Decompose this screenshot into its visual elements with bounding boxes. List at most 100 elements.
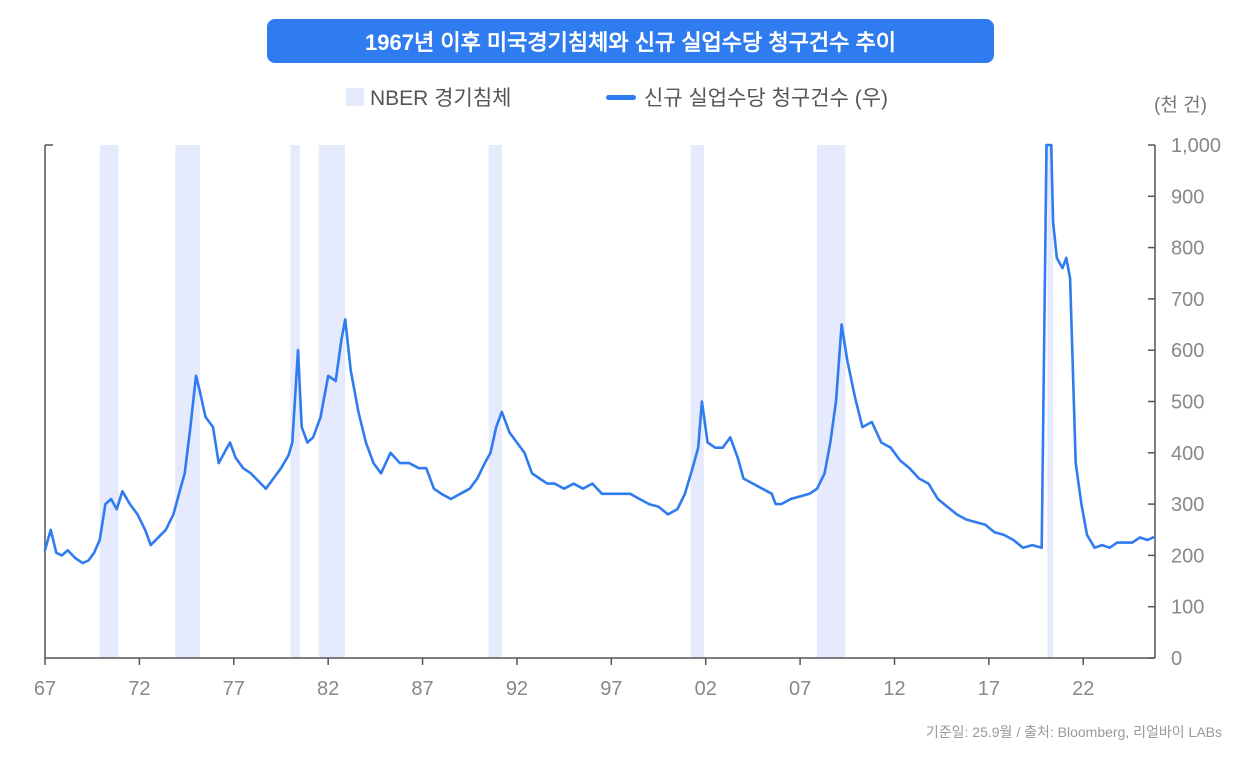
data-point (823, 472, 826, 475)
data-point (280, 467, 282, 470)
data-point (300, 426, 303, 428)
data-point (1048, 144, 1051, 146)
data-point (508, 431, 511, 434)
data-point (319, 416, 322, 418)
data-point (1050, 144, 1052, 146)
data-point (1116, 541, 1118, 544)
data-point (1069, 277, 1071, 280)
data-point (918, 477, 920, 480)
data-point (706, 441, 709, 444)
data-point (1052, 221, 1054, 223)
data-point (1065, 257, 1068, 259)
data-point (344, 318, 347, 321)
data-point (136, 513, 139, 516)
recession-swatch-icon (346, 88, 364, 106)
y-tick-label: 500 (1171, 392, 1204, 414)
data-point (82, 562, 84, 564)
x-tick-label: 22 (1072, 678, 1094, 700)
data-point (1101, 544, 1103, 546)
data-point (854, 395, 856, 398)
data-point (165, 529, 167, 531)
x-tick-label: 97 (600, 678, 622, 700)
data-point (389, 452, 392, 454)
data-point (418, 467, 420, 470)
x-tick-label: 82 (317, 678, 339, 700)
data-point (684, 493, 686, 495)
data-point (1086, 534, 1088, 536)
data-point (761, 487, 764, 490)
data-point (380, 472, 382, 475)
data-point (691, 467, 694, 470)
data-point (816, 487, 818, 490)
data-point (808, 493, 811, 495)
data-point (204, 416, 207, 418)
data-point (450, 498, 452, 500)
data-point (144, 529, 146, 531)
data-point (350, 369, 352, 372)
chart-title-banner: 1967년 이후 미국경기침체와 신규 실업수당 청구건수 추이 (267, 19, 994, 63)
data-point (774, 503, 777, 505)
data-point (629, 493, 631, 495)
data-point (242, 467, 244, 470)
data-point (312, 436, 314, 439)
data-point (523, 452, 526, 454)
data-point (49, 529, 52, 531)
y-tick-label: 700 (1171, 289, 1204, 311)
data-point (199, 390, 201, 393)
legend-item-recession: NBER 경기침체 (346, 82, 511, 112)
data-point (178, 493, 180, 495)
data-point (889, 446, 892, 449)
data-point (459, 493, 462, 495)
data-point (433, 487, 435, 490)
data-point (701, 400, 703, 403)
data-point (591, 482, 594, 485)
data-point (306, 441, 309, 444)
y-tick-label: 100 (1171, 597, 1204, 619)
data-point (648, 503, 650, 505)
data-point (501, 411, 503, 413)
y-tick-label: 600 (1171, 340, 1204, 362)
data-point (937, 498, 939, 500)
data-point (729, 436, 732, 439)
y-tick-label: 900 (1171, 186, 1204, 208)
data-point (697, 446, 699, 449)
data-point (87, 559, 90, 562)
data-point (257, 480, 260, 482)
data-point (638, 498, 641, 500)
data-point (121, 490, 124, 493)
data-point (93, 552, 95, 554)
x-tick-label: 77 (223, 678, 245, 700)
x-tick-label: 07 (789, 678, 811, 700)
data-point (1040, 546, 1043, 549)
y-tick-label: 1,000 (1171, 135, 1221, 157)
legend-label-claims: 신규 실업수당 청구건수 (우) (644, 87, 889, 110)
data-point (408, 462, 411, 464)
data-point (1124, 541, 1126, 544)
data-point (195, 375, 197, 377)
data-point (771, 493, 773, 495)
data-point (1045, 144, 1048, 146)
data-point (372, 462, 375, 464)
data-point (553, 482, 556, 485)
data-point (425, 467, 428, 470)
x-tick-label: 72 (128, 678, 150, 700)
data-point (104, 503, 107, 505)
data-point (1139, 536, 1141, 539)
data-point (927, 482, 930, 485)
y-tick-label: 300 (1171, 494, 1204, 516)
data-point (334, 380, 337, 382)
recession-band-7 (817, 145, 846, 658)
data-point (789, 498, 792, 500)
data-point (974, 521, 977, 523)
data-point (189, 426, 192, 428)
data-point (871, 421, 873, 423)
data-point (399, 462, 401, 464)
data-point (440, 493, 443, 495)
data-point (476, 477, 479, 480)
data-point (327, 375, 330, 377)
data-point (546, 482, 548, 485)
tick-labels: 0 100 200 300 400 500 600 700 800 900 1,000 67 72 77 8… (34, 135, 1221, 700)
data-point (297, 349, 299, 352)
data-point (861, 426, 864, 428)
data-point (714, 446, 716, 449)
